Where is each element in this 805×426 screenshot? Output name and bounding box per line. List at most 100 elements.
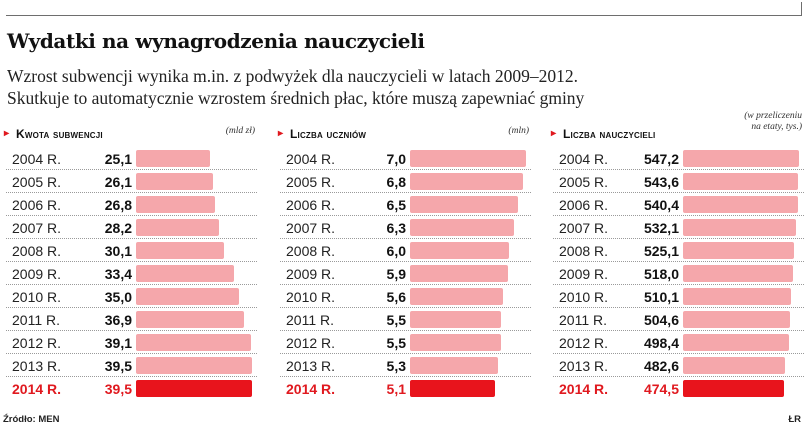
value-label: 39,5 <box>104 381 132 397</box>
category-label: 2006 R. <box>559 197 609 213</box>
row-divider <box>553 376 804 377</box>
bar-row: 2004 R. 547,2 <box>549 147 804 170</box>
row-divider <box>6 353 257 354</box>
row-divider <box>280 215 531 216</box>
panel-title: Liczba nauczycieli <box>563 127 656 141</box>
value-label: 26,8 <box>104 197 132 213</box>
value-label: 525,1 <box>643 243 679 259</box>
panel-title: Kwota subwencji <box>16 127 103 141</box>
bar-row: 2011 R. 36,9 <box>2 308 257 331</box>
bar <box>683 196 798 213</box>
bar <box>136 288 239 305</box>
source-note: Źródło: MEN <box>3 414 60 425</box>
category-label: 2012 R. <box>286 335 336 351</box>
value-label: 7,0 <box>386 151 406 167</box>
arrow-icon: ▸ <box>551 128 557 139</box>
bar <box>410 219 514 236</box>
value-label: 510,1 <box>643 289 679 305</box>
bar <box>410 150 526 167</box>
row-divider <box>553 353 804 354</box>
bar-highlight <box>410 380 495 397</box>
category-label: 2006 R. <box>12 197 62 213</box>
bar <box>136 173 213 190</box>
category-label: 2007 R. <box>12 220 62 236</box>
category-label: 2004 R. <box>559 151 609 167</box>
arrow-icon: ▸ <box>278 128 284 139</box>
row-divider <box>553 307 804 308</box>
bar-row: 2014 R. 474,5 <box>549 377 804 400</box>
row-divider <box>6 284 257 285</box>
category-label: 2010 R. <box>559 289 609 305</box>
bar-row: 2006 R. 6,5 <box>276 193 531 216</box>
bar-row: 2013 R. 482,6 <box>549 354 804 377</box>
category-label: 2014 R. <box>12 381 62 397</box>
bar <box>136 311 244 328</box>
bar-row: 2011 R. 5,5 <box>276 308 531 331</box>
value-label: 36,9 <box>104 312 132 328</box>
row-divider <box>6 376 257 377</box>
chart-panel-liczba-uczniow: ▸ Liczba uczniów (mln) 2004 R. 7,0 2005 R.… <box>276 122 531 412</box>
panel-header: ▸ Liczba uczniów (mln) <box>276 122 531 152</box>
top-rule <box>6 15 801 16</box>
value-label: 33,4 <box>104 266 132 282</box>
category-label: 2004 R. <box>12 151 62 167</box>
category-label: 2007 R. <box>286 220 336 236</box>
value-label: 5,3 <box>386 358 406 374</box>
bar-row: 2008 R. 30,1 <box>2 239 257 262</box>
bar <box>410 173 523 190</box>
chart-panel-kwota-subwencji: ▸ Kwota subwencji (mld zł) 2004 R. 25,1 20… <box>2 122 257 412</box>
value-label: 28,2 <box>104 220 132 236</box>
bar <box>410 288 503 305</box>
panel-unit-line-2: na etaty, tys.) <box>751 122 802 132</box>
panel-unit: (w przeliczeniu na etaty, tys.) <box>744 111 802 133</box>
category-label: 2005 R. <box>286 174 336 190</box>
category-label: 2014 R. <box>559 381 609 397</box>
row-divider <box>6 169 257 170</box>
bar <box>683 219 796 236</box>
row-divider <box>280 169 531 170</box>
bar-row: 2005 R. 6,8 <box>276 170 531 193</box>
row-divider <box>553 330 804 331</box>
bar-row: 2008 R. 525,1 <box>549 239 804 262</box>
category-label: 2014 R. <box>286 381 336 397</box>
row-divider <box>553 261 804 262</box>
bar-row: 2005 R. 543,6 <box>549 170 804 193</box>
row-divider <box>280 192 531 193</box>
bar-row: 2010 R. 35,0 <box>2 285 257 308</box>
bar <box>410 242 509 259</box>
value-label: 543,6 <box>643 174 679 190</box>
bar-row: 2007 R. 6,3 <box>276 216 531 239</box>
bar <box>136 150 210 167</box>
arrow-icon: ▸ <box>4 128 10 139</box>
panel-title: Liczba uczniów <box>290 127 367 141</box>
bar-row: 2010 R. 510,1 <box>549 285 804 308</box>
category-label: 2010 R. <box>286 289 336 305</box>
bar-row: 2013 R. 5,3 <box>276 354 531 377</box>
bar-row: 2013 R. 39,5 <box>2 354 257 377</box>
top-rule-tick <box>801 2 802 16</box>
panel-unit: (mln) <box>508 126 529 136</box>
category-label: 2005 R. <box>12 174 62 190</box>
bar <box>683 334 789 351</box>
bar-row: 2005 R. 26,1 <box>2 170 257 193</box>
value-label: 5,5 <box>386 335 406 351</box>
category-label: 2012 R. <box>559 335 609 351</box>
panel-header: ▸ Liczba nauczycieli (w przeliczeniu na e… <box>549 111 804 152</box>
bar <box>136 357 252 374</box>
row-divider <box>6 192 257 193</box>
row-divider <box>6 215 257 216</box>
value-label: 25,1 <box>104 151 132 167</box>
value-label: 6,8 <box>386 174 406 190</box>
bar-row: 2006 R. 26,8 <box>2 193 257 216</box>
row-divider <box>553 238 804 239</box>
bar <box>136 219 219 236</box>
category-label: 2006 R. <box>286 197 336 213</box>
value-label: 6,5 <box>386 197 406 213</box>
row-divider <box>280 261 531 262</box>
bar <box>683 288 791 305</box>
value-label: 498,4 <box>643 335 679 351</box>
row-divider <box>6 330 257 331</box>
bar <box>683 265 793 282</box>
bar-row: 2012 R. 39,1 <box>2 331 257 354</box>
value-label: 30,1 <box>104 243 132 259</box>
